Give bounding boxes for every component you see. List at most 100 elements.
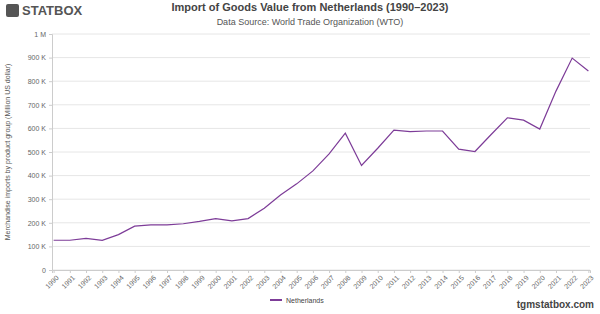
legend-label: Netherlands: [286, 297, 324, 304]
x-tick-mark: [118, 270, 119, 273]
y-tick: 100 K: [28, 243, 52, 250]
x-tick: 2003: [255, 270, 271, 290]
x-tick: 2019: [514, 270, 530, 290]
y-tick-mark: [49, 246, 52, 247]
x-tick-mark: [524, 270, 525, 273]
x-tick-label: 2021: [546, 274, 562, 290]
x-tick-label: 2005: [287, 274, 303, 290]
x-tick-mark: [86, 270, 87, 273]
x-tick-mark: [313, 270, 314, 273]
x-tick-label: 2023: [579, 274, 595, 290]
x-tick-label: 2019: [514, 274, 530, 290]
x-tick: 2017: [482, 270, 498, 290]
x-tick: 2016: [465, 270, 481, 290]
x-tick: 2006: [303, 270, 319, 290]
x-tick-label: 1997: [158, 274, 174, 290]
x-tick-label: 2017: [482, 274, 498, 290]
x-tick-label: 1993: [93, 274, 109, 290]
x-tick-label: 2012: [401, 274, 417, 290]
x-tick: 1999: [190, 270, 206, 290]
x-tick-label: 2018: [498, 274, 514, 290]
x-tick: 1992: [77, 270, 93, 290]
x-tick-mark: [588, 270, 589, 273]
watermark: tgmstatbox.com: [517, 299, 594, 310]
x-axis-line: [53, 271, 591, 274]
x-tick-label: 2010: [368, 274, 384, 290]
x-tick-mark: [216, 270, 217, 273]
chart: STATBOXtgmstatbox.comImport of Goods Val…: [0, 0, 600, 314]
x-tick-label: 2015: [449, 274, 465, 290]
logo-icon: [6, 4, 19, 17]
x-tick: 1995: [125, 270, 141, 290]
y-tick: 0: [42, 267, 52, 274]
y-tick-mark: [49, 223, 52, 224]
x-tick-mark: [248, 270, 249, 273]
y-tick-label: 700 K: [28, 102, 47, 109]
y-tick-mark: [49, 270, 52, 271]
x-tick-mark: [151, 270, 152, 273]
x-tick-mark: [378, 270, 379, 273]
x-tick-mark: [410, 270, 411, 273]
y-tick-label: 600 K: [28, 125, 47, 132]
grid-line: [52, 128, 590, 129]
grid-line: [52, 57, 590, 58]
x-tick-label: 1999: [190, 274, 206, 290]
x-tick: 2000: [206, 270, 222, 290]
x-tick-label: 2022: [563, 274, 579, 290]
x-tick-label: 2014: [433, 274, 449, 290]
x-tick: 2001: [222, 270, 238, 290]
x-tick: 2007: [320, 270, 336, 290]
x-tick: 2021: [546, 270, 562, 290]
series-group: [54, 58, 589, 240]
x-tick-label: 2000: [206, 274, 222, 290]
x-tick: 1994: [109, 270, 125, 290]
y-tick: 1 M: [34, 31, 52, 38]
y-tick: 200 K: [28, 220, 52, 227]
x-tick: 2012: [401, 270, 417, 290]
x-tick: 2004: [271, 270, 287, 290]
y-tick-mark: [49, 81, 52, 82]
x-tick: 1993: [93, 270, 109, 290]
y-tick: 800 K: [28, 78, 52, 85]
line: [54, 58, 589, 240]
x-tick-mark: [167, 270, 168, 273]
y-tick-mark: [49, 34, 52, 35]
x-tick-mark: [199, 270, 200, 273]
x-tick-label: 2009: [352, 274, 368, 290]
x-tick-label: 2011: [385, 274, 401, 290]
y-tick: 400 K: [28, 172, 52, 179]
grid-line: [52, 104, 590, 105]
y-axis-line: [49, 35, 53, 271]
grid-line: [52, 222, 590, 223]
y-tick-mark: [49, 128, 52, 129]
x-tick-label: 2001: [222, 274, 238, 290]
x-tick: 1991: [60, 270, 76, 290]
x-tick: 2011: [385, 270, 401, 290]
y-tick-mark: [49, 105, 52, 106]
x-tick-mark: [135, 270, 136, 273]
x-tick-mark: [329, 270, 330, 273]
plot: 0100 K200 K300 K400 K500 K600 K700 K800 …: [28, 31, 595, 290]
x-tick: 1996: [141, 270, 157, 290]
x-tick: 1990: [44, 270, 60, 290]
x-tick-mark: [507, 270, 508, 273]
x-tick-label: 2002: [239, 274, 255, 290]
x-tick: 2005: [287, 270, 303, 290]
x-tick-label: 2020: [530, 274, 546, 290]
x-tick-mark: [394, 270, 395, 273]
x-tick-label: 2016: [465, 274, 481, 290]
x-tick: 1998: [174, 270, 190, 290]
x-tick: 2014: [433, 270, 449, 290]
grid: [52, 34, 590, 270]
x-tick-label: 1996: [141, 274, 157, 290]
y-tick-label: 100 K: [28, 243, 47, 250]
x-tick-mark: [459, 270, 460, 273]
x-tick-mark: [54, 270, 55, 273]
y-axis: 0100 K200 K300 K400 K500 K600 K700 K800 …: [28, 31, 53, 274]
x-tick-label: 1990: [44, 274, 60, 290]
x-tick-label: 2004: [271, 274, 287, 290]
y-tick: 500 K: [28, 149, 52, 156]
x-tick-mark: [70, 270, 71, 273]
x-tick-label: 2008: [336, 274, 352, 290]
x-tick-label: 1995: [125, 274, 141, 290]
